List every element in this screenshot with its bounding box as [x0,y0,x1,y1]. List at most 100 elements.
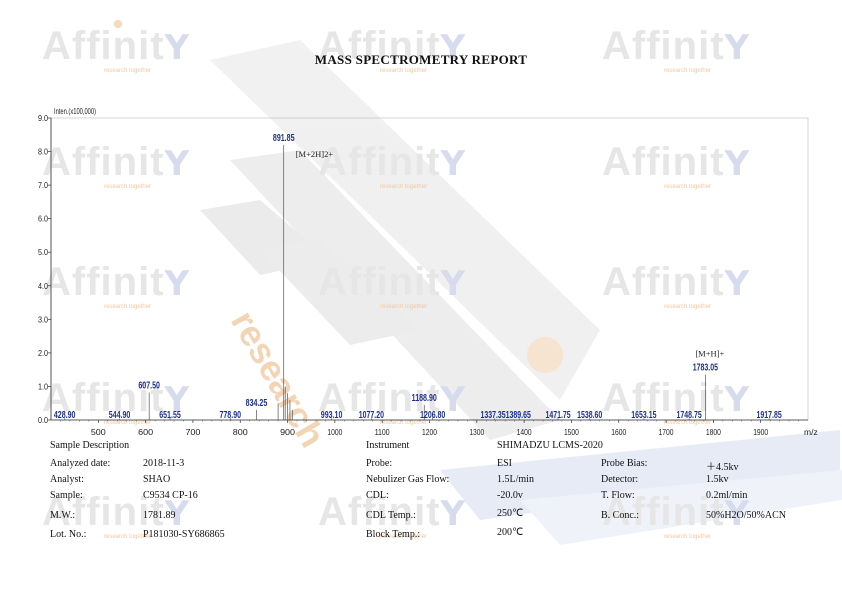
peak-label: 778.90 [219,410,241,421]
peak-label: 607.50 [138,380,160,391]
y-tick-label: 7.0 [38,181,49,191]
watermark-logo-text: Affinit [42,24,165,68]
y-tick-label: 8.0 [38,147,49,157]
peak-label: 651.55 [159,410,181,421]
peak-label: 1077.20 [359,410,384,421]
instrument-row-label: CDL Temp.: [366,510,416,521]
sample-row-value: P181030-SY686865 [143,529,225,540]
instrument-row-label: Block Temp.: [366,529,421,540]
x-tick-label: 800 [233,427,248,437]
instrument-row-label: Probe Bias: [601,458,648,469]
instrument-row-label: Probe: [366,458,393,469]
peak-label: 544.90 [109,410,131,421]
x-tick-label: 1400 [517,427,532,437]
x-tick-label: 1800 [706,427,721,437]
watermark-logo-glyph: Y [440,380,467,420]
watermark-tagline: research together [664,420,712,426]
watermark-logo-text: Affinit [602,260,725,304]
watermark-tagline: research together [104,304,152,310]
sample-row-value: C9534 CP-16 [143,490,198,501]
watermark-logo-text: Affinit [42,140,165,184]
y-tick-label: 2.0 [38,348,49,358]
watermark-logo-text: Affinit [602,376,725,420]
ion-annotation: [M+H]+ [695,349,724,359]
watermark-tagline: research together [664,534,712,540]
watermark-tagline: research together [380,304,428,310]
x-tick-label: 1000 [327,427,342,437]
watermark-logo-text: Affinit [318,376,441,420]
watermark-logo-text: Affinit [42,260,165,304]
watermark-logo-glyph: Y [724,494,751,534]
x-tick-label: 1500 [564,427,579,437]
watermark-logo: AffinitY research together [318,140,467,190]
x-tick-label: 700 [185,427,200,437]
instrument-row-label: Nebulizer Gas Flow: [366,474,450,485]
peak-label: 1206.80 [420,410,445,421]
watermark-tagline: research together [380,534,428,540]
watermark-tagline: research together [380,420,428,426]
watermark-logo: AffinitY research together [318,24,466,74]
sample-row-value: 1781.89 [143,510,176,521]
watermark-logo: AffinitY research together [42,260,190,310]
x-tick-label: 500 [91,427,106,437]
watermark-tagline: research together [380,68,428,74]
mass-spectrum-chart: 0.0 1.0 2.0 3.0 4.0 5.0 6.0 7.0 8.0 9.0 500 600 700 8… [38,107,818,437]
y-tick-label: 0.0 [38,415,49,425]
instrument-row-value: 1.5L/min [497,474,534,485]
plot-frame [50,117,809,421]
instrument-row-value: 200℃ [497,527,524,538]
sample-row-label: Lot. No.: [50,529,87,540]
watermark-logo: AffinitY research together [42,376,190,426]
watermark-tagline: research together [104,420,152,426]
watermark-logo: AffinitY research together [602,260,750,310]
x-tick-label: 600 [138,427,153,437]
watermark-logo: AffinitY research together [602,490,751,540]
watermark-logo-text: Affinit [602,24,725,68]
peak-label: 428.90 [54,410,76,421]
peak-label: 1471.75 [545,410,570,421]
watermark-tagline: research together [664,68,712,74]
watermark-logo-glyph: Y [440,144,467,184]
y-tick-label: 4.0 [38,281,49,291]
peak-label: 1188.90 [412,393,438,404]
ion-annotation: [M+2H]2+ [296,149,334,159]
x-tick-label: 1900 [753,427,768,437]
x-axis-unit: m/z [804,427,818,437]
peak-label: 834.25 [246,398,268,409]
y-tick-label: 9.0 [38,113,49,123]
instrument-row-value: ESI [497,458,512,469]
peak-label: 891.85 [273,133,295,144]
watermark-logo-text: Affinit [318,490,441,534]
watermark-logo: AffinitY research together [602,140,751,190]
instrument-row-value: 0.2ml/min [706,490,748,501]
watermark-logo: AffinitY research together [318,260,467,310]
watermark-logo-text: Affinit [318,260,441,304]
watermark-logo-text: Affinit [602,490,725,534]
sample-row-value: 2018-11-3 [143,458,185,469]
y-tick-label: 1.0 [38,382,49,392]
x-tick-label: 1100 [375,427,390,437]
x-tick-label: 1700 [659,427,674,437]
instrument-row-value: ＋4.5kv [706,462,739,473]
instrument-row-label: T. Flow: [601,490,635,501]
watermark-tagline: research together [664,304,712,310]
watermark-logo-text: Affinit [42,490,165,534]
y-axis-label: Inten.(x100,000) [54,107,96,116]
y-tick-label: 5.0 [38,248,49,258]
watermark-logo: AffinitY research together [602,376,750,426]
instrument-row-value: 1.5kv [706,474,729,485]
watermark-logo-glyph: Y [440,264,467,304]
instrument-row-value: 250℃ [497,508,524,519]
sample-row-label: M.W.: [50,510,76,521]
watermark-logo: AffinitY research together [42,20,190,74]
sample-row-label: Analyzed date: [50,458,111,469]
peak-label: 1337.351389.65 [480,410,531,421]
watermark-tagline: research together [104,68,152,74]
watermark-logo-text: Affinit [318,140,441,184]
report-title: MASS SPECTROMETRY REPORT [314,52,528,67]
x-tick-label: 900 [280,427,295,437]
peak-label: 1748.75 [677,410,702,421]
watermark-tagline: research together [104,534,152,540]
watermark-logo-glyph: Y [724,144,751,184]
